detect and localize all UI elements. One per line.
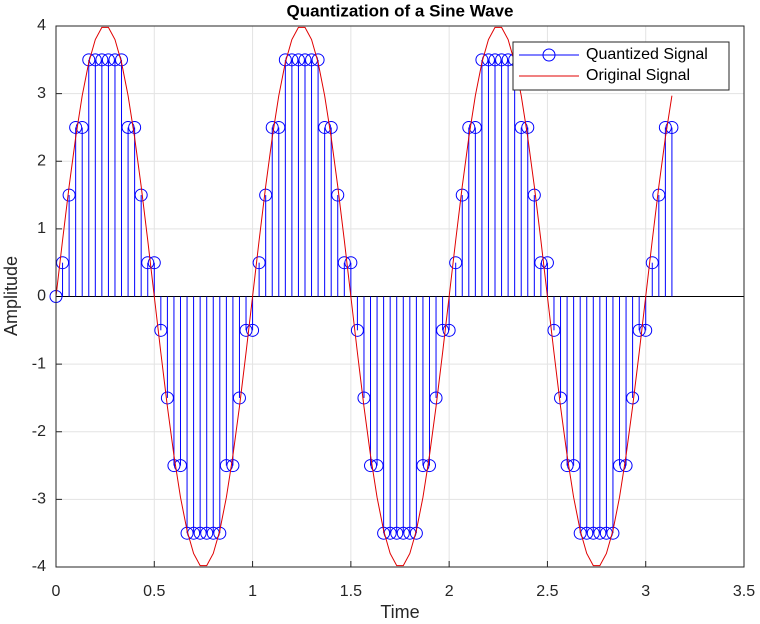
- stem-marker: [416, 459, 430, 473]
- stem-marker: [468, 120, 482, 134]
- x-tick-label: 2: [445, 583, 454, 600]
- stem-marker: [560, 459, 574, 473]
- stem-marker: [239, 323, 253, 337]
- stem-marker: [213, 526, 227, 540]
- x-tick-label: 1: [248, 583, 257, 600]
- stem-marker: [318, 120, 332, 134]
- stem-marker: [128, 120, 142, 134]
- stem-marker: [442, 323, 456, 337]
- stem-marker: [200, 526, 214, 540]
- stem-marker: [121, 120, 135, 134]
- stem-marker: [193, 526, 207, 540]
- x-tick-label: 0: [52, 583, 61, 600]
- stem-marker: [377, 526, 391, 540]
- stem-marker: [573, 526, 587, 540]
- stem-marker: [226, 459, 240, 473]
- stem-marker: [56, 256, 70, 270]
- stem-marker: [291, 53, 305, 67]
- stem-marker: [619, 459, 633, 473]
- y-tick-label: -1: [32, 355, 46, 372]
- stem-marker: [586, 526, 600, 540]
- stem-marker: [665, 120, 679, 134]
- stem-marker: [593, 526, 607, 540]
- stem-marker: [298, 53, 312, 67]
- stem-marker: [141, 256, 155, 270]
- stem-marker: [462, 120, 476, 134]
- stem-marker: [639, 323, 653, 337]
- legend-label: Original Signal: [586, 67, 690, 84]
- stem-marker: [567, 459, 581, 473]
- stem-marker: [613, 459, 627, 473]
- x-tick-label: 3: [641, 583, 650, 600]
- x-tick-label: 0.5: [143, 583, 165, 600]
- stem-marker: [272, 120, 286, 134]
- stem-marker: [350, 323, 364, 337]
- stem-marker: [396, 526, 410, 540]
- legend-label: Quantized Signal: [586, 46, 708, 63]
- stem-marker: [167, 459, 181, 473]
- x-tick-label: 1.5: [340, 583, 362, 600]
- stem-marker: [147, 256, 161, 270]
- y-tick-label: -2: [32, 423, 46, 440]
- y-tick-label: 3: [37, 85, 46, 102]
- stem-marker: [390, 526, 404, 540]
- stem-marker: [436, 323, 450, 337]
- stem-marker: [449, 256, 463, 270]
- series-line: [55, 26, 673, 567]
- stem-marker: [154, 323, 168, 337]
- stem-marker: [645, 256, 659, 270]
- stem-marker: [344, 256, 358, 270]
- stem-marker: [521, 120, 535, 134]
- stem-marker: [115, 53, 129, 67]
- stem-marker: [246, 323, 260, 337]
- y-tick-label: 0: [37, 288, 46, 305]
- stem-marker: [278, 53, 292, 67]
- y-tick-label: -4: [32, 558, 46, 575]
- stem-marker: [475, 53, 489, 67]
- stem-marker: [495, 53, 509, 67]
- y-tick-label: 1: [37, 220, 46, 237]
- stem-marker: [606, 526, 620, 540]
- stem-marker: [173, 459, 187, 473]
- y-axis-label: Amplitude: [1, 256, 21, 336]
- stem-marker: [658, 120, 672, 134]
- stem-marker: [409, 526, 423, 540]
- stem-marker: [219, 459, 233, 473]
- y-tick-label: 4: [37, 17, 46, 34]
- stem-marker: [82, 53, 96, 67]
- stem-marker: [180, 526, 194, 540]
- stem-marker: [488, 53, 502, 67]
- stem-marker: [534, 256, 548, 270]
- stem-marker: [75, 120, 89, 134]
- y-tick-label: 2: [37, 152, 46, 169]
- stem-marker: [69, 120, 83, 134]
- x-tick-label: 2.5: [536, 583, 558, 600]
- stem-marker: [422, 459, 436, 473]
- stem-marker: [370, 459, 384, 473]
- x-tick-label: 3.5: [733, 583, 755, 600]
- stem-marker: [311, 53, 325, 67]
- stem-marker: [324, 120, 338, 134]
- chart-title: Quantization of a Sine Wave: [286, 1, 513, 20]
- y-tick-label: -3: [32, 491, 46, 508]
- stem-marker: [547, 323, 561, 337]
- stem-marker: [337, 256, 351, 270]
- stem-marker: [364, 459, 378, 473]
- axes-box: [55, 25, 745, 568]
- stem-marker: [540, 256, 554, 270]
- legend-box: [512, 41, 730, 91]
- stem-marker: [265, 120, 279, 134]
- stem-marker: [101, 53, 115, 67]
- stem-marker: [632, 323, 646, 337]
- stem-marker: [252, 256, 266, 270]
- x-axis-label: Time: [380, 602, 419, 622]
- stem-marker: [95, 53, 109, 67]
- stem-marker: [514, 120, 528, 134]
- legend-marker: [542, 48, 556, 62]
- legend: Quantized Signal Original Signal: [512, 41, 730, 91]
